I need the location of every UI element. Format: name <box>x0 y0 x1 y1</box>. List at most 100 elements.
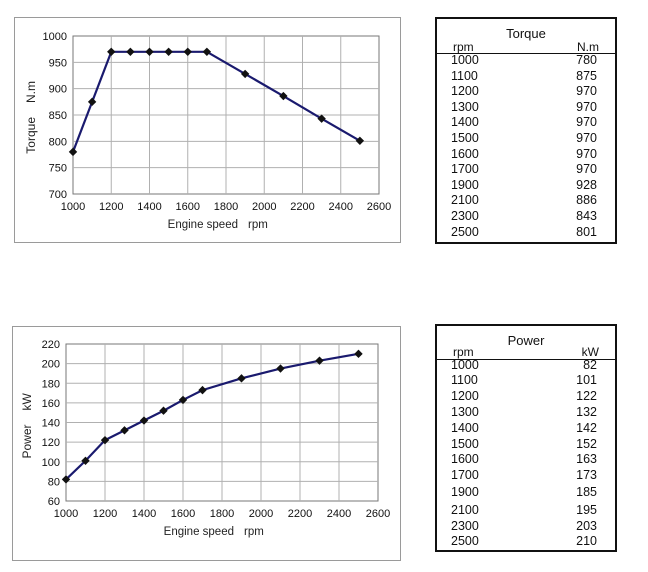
y-tick-label: 200 <box>42 359 60 371</box>
power-table-divider <box>437 359 615 360</box>
torque-col-rpm: rpm <box>453 40 474 54</box>
rpm-cell: 1200 <box>451 389 479 403</box>
table-row: 1500 152 <box>437 437 615 452</box>
table-row: 1300 132 <box>437 405 615 420</box>
data-point <box>198 385 207 395</box>
rpm-cell: 1400 <box>451 421 479 435</box>
value-cell: 843 <box>576 209 597 223</box>
value-cell: 185 <box>576 485 597 499</box>
data-point <box>87 97 97 107</box>
x-tick-label: 1200 <box>99 201 123 213</box>
data-point <box>81 456 90 465</box>
y-tick-label: 750 <box>49 163 67 175</box>
table-row: 1400 142 <box>437 421 615 436</box>
table-row: 1600 163 <box>437 452 615 467</box>
data-point <box>178 395 188 405</box>
y-tick-label: 900 <box>49 84 67 96</box>
rpm-cell: 1300 <box>451 99 479 114</box>
data-point <box>279 91 288 101</box>
rpm-cell: 2100 <box>451 193 479 208</box>
x-tick-label: 2400 <box>329 201 353 213</box>
table-row: 1400 970 <box>437 115 615 130</box>
y-axis-label: Power <box>20 424 34 458</box>
value-cell: 970 <box>576 84 597 99</box>
data-point <box>159 406 168 415</box>
rpm-cell: 2100 <box>451 503 479 517</box>
x-tick-label: 1000 <box>61 201 85 213</box>
data-point <box>240 69 250 79</box>
rpm-cell: 1400 <box>451 115 479 130</box>
y-tick-label: 950 <box>49 57 67 69</box>
y-tick-label: 1000 <box>43 31 67 43</box>
table-row: 1000 82 <box>437 358 615 373</box>
data-point <box>100 435 110 445</box>
data-point <box>120 426 129 435</box>
value-cell: 886 <box>576 193 597 208</box>
value-cell: 195 <box>576 503 597 517</box>
power-table-title: Power <box>507 333 545 348</box>
x-tick-label: 1200 <box>93 508 117 520</box>
data-point <box>145 47 154 56</box>
table-row: 1200 122 <box>437 389 615 404</box>
rpm-cell: 2300 <box>451 519 479 533</box>
data-point <box>126 47 135 56</box>
x-tick-label: 1600 <box>171 508 195 520</box>
x-tick-label: 2600 <box>366 508 390 520</box>
x-tick-label: 1800 <box>210 508 234 520</box>
value-cell: 970 <box>576 146 597 161</box>
x-axis-label: Engine speed <box>164 526 234 538</box>
data-point <box>317 114 326 123</box>
value-cell: 122 <box>576 389 597 403</box>
table-row: 1600 970 <box>437 147 615 162</box>
x-tick-label: 2400 <box>327 508 351 520</box>
table-row: 2500 210 <box>437 534 615 549</box>
rpm-cell: 1200 <box>451 84 479 99</box>
data-point <box>61 475 71 484</box>
table-row: 2500 801 <box>437 225 615 240</box>
rpm-cell: 2500 <box>451 534 479 548</box>
data-point <box>237 374 246 383</box>
data-point <box>202 47 212 56</box>
table-row: 1700 173 <box>437 468 615 483</box>
power-col-rpm: rpm <box>453 345 474 359</box>
y-tick-label: 140 <box>42 418 60 430</box>
x-tick-label: 2600 <box>367 201 391 213</box>
data-point <box>139 416 149 425</box>
y-tick-label: 850 <box>49 110 67 122</box>
y-tick-label: 220 <box>42 339 60 351</box>
rpm-cell: 1100 <box>451 68 478 83</box>
torque-chart-svg: 700 750 800 850 900 950 1000 1000 1200 1400 1600 18… <box>24 31 391 231</box>
table-row: 2300 203 <box>437 519 615 534</box>
power-chart: 60 80 100 120 140 160 180 200 220 1000 1200 1400 160… <box>12 326 401 561</box>
y-axis-unit: kW <box>20 393 34 411</box>
table-row: 1100 875 <box>437 69 615 84</box>
y-tick-label: 700 <box>49 189 67 201</box>
rpm-cell: 1900 <box>451 485 479 499</box>
data-point <box>354 349 363 359</box>
power-table-header: rpm kW <box>437 345 615 359</box>
x-tick-label: 2200 <box>290 201 314 213</box>
data-point <box>315 356 324 365</box>
rpm-cell: 1500 <box>451 437 479 451</box>
y-tick-label: 800 <box>49 136 67 148</box>
series-line <box>71 50 361 153</box>
data-point <box>164 47 173 56</box>
x-tick-label: 1800 <box>214 201 238 213</box>
x-tick-label: 2200 <box>288 508 312 520</box>
value-cell: 82 <box>583 358 597 372</box>
torque-table-divider <box>437 53 615 54</box>
torque-table-title: Torque <box>506 26 546 41</box>
table-row: 1300 970 <box>437 100 615 115</box>
y-tick-label: 60 <box>48 496 60 508</box>
x-tick-label: 1400 <box>137 201 161 213</box>
rpm-cell: 1700 <box>451 162 479 177</box>
table-row: 1900 928 <box>437 178 615 193</box>
table-row: 1200 970 <box>437 84 615 99</box>
rpm-cell: 1600 <box>451 452 479 466</box>
rpm-cell: 1500 <box>451 131 479 145</box>
value-cell: 173 <box>576 468 597 482</box>
table-row: 1900 185 <box>437 485 615 500</box>
x-axis-unit: rpm <box>244 526 264 538</box>
value-cell: 163 <box>576 452 597 466</box>
value-cell: 970 <box>576 115 597 130</box>
